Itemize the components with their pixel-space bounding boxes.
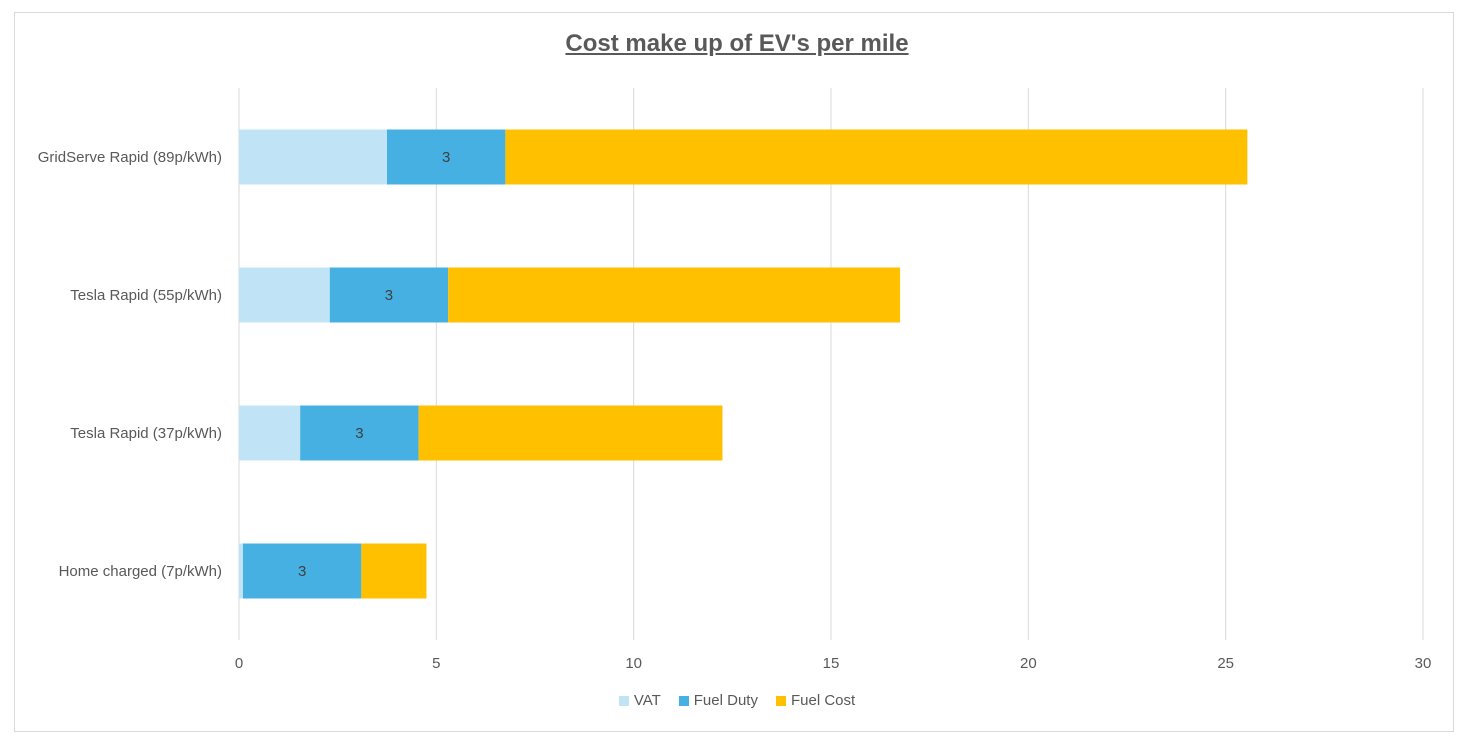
data-label: 3 [385,287,393,304]
data-label: 3 [355,425,363,442]
x-tick-label: 20 [1020,655,1037,672]
category-label: Home charged (7p/kWh) [59,563,222,580]
x-tick-label: 15 [823,655,840,672]
bar-fuel-cost [418,405,723,461]
bar-fuel-duty [300,405,419,461]
bar-vat [239,543,243,599]
labels: 0 5 10 15 20 25 30 GridServe Rapid (89p/kWh) 3 Te… [38,149,1432,672]
legend-label: VAT [633,692,661,709]
legend-item: Fuel Duty [678,692,758,709]
data-label: 3 [298,563,306,580]
data-label: 3 [442,149,450,166]
legend-label: Fuel Cost [790,692,856,709]
category-label: GridServe Rapid (89p/kWh) [38,149,222,166]
bar-fuel-cost [505,129,1248,185]
bar-fuel-duty [329,267,449,323]
legend-swatch [775,695,786,706]
chart-title: Cost make up of EV's per mile [565,30,909,57]
bars [239,129,1248,599]
bar-vat [239,405,301,461]
bar-fuel-cost [448,267,901,323]
bar-vat [239,267,330,323]
category-label: Tesla Rapid (37p/kWh) [70,425,222,442]
x-tick-label: 10 [625,655,642,672]
bar-fuel-cost [361,543,427,599]
x-tick-label: 30 [1415,655,1432,672]
legend-item: VAT [618,692,661,709]
legend-swatch [678,695,689,706]
legend-label: Fuel Duty [693,692,758,709]
x-tick-label: 0 [235,655,243,672]
category-label: Tesla Rapid (55p/kWh) [70,287,222,304]
bar-vat [239,129,387,185]
legend-item: Fuel Cost [775,692,856,709]
legend-swatch [618,695,629,706]
x-tick-label: 5 [432,655,440,672]
x-tick-label: 25 [1217,655,1234,672]
legend: VAT Fuel Duty Fuel Cost [0,692,1474,709]
bar-fuel-duty [387,129,506,185]
bar-fuel-duty [242,543,362,599]
